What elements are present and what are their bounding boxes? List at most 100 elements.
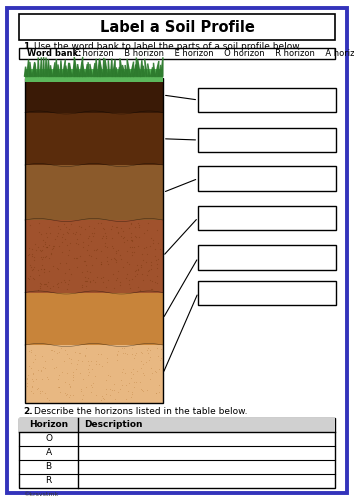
Point [104, 242, 109, 250]
Point [118, 252, 123, 260]
Point [46, 254, 52, 262]
Point [123, 396, 129, 404]
Point [37, 246, 43, 254]
Point [26, 347, 32, 355]
Point [128, 368, 133, 376]
Point [32, 356, 38, 364]
Point [104, 252, 109, 260]
Point [116, 266, 121, 274]
Point [90, 232, 96, 240]
Point [67, 382, 73, 390]
Point [129, 275, 135, 283]
Point [65, 240, 70, 248]
Point [36, 220, 41, 228]
Point [51, 364, 57, 372]
Bar [25, 165, 163, 220]
Point [158, 344, 164, 352]
Polygon shape [110, 58, 113, 76]
Point [31, 256, 36, 264]
Point [45, 278, 51, 286]
Point [98, 396, 104, 404]
Point [119, 368, 125, 376]
Point [132, 243, 137, 251]
Point [129, 388, 135, 396]
Point [140, 369, 146, 377]
Point [82, 352, 87, 360]
Point [87, 277, 92, 285]
Point [88, 380, 93, 388]
Point [33, 374, 39, 382]
Point [74, 254, 79, 262]
Point [115, 246, 121, 254]
Point [80, 376, 86, 384]
Point [40, 242, 46, 250]
Polygon shape [127, 59, 131, 76]
Point [82, 272, 87, 280]
Point [59, 238, 65, 246]
Point [121, 365, 126, 373]
Point [29, 364, 34, 372]
Polygon shape [88, 62, 90, 76]
Point [101, 395, 107, 403]
Point [93, 254, 99, 262]
Point [114, 274, 120, 281]
Point [73, 366, 79, 374]
Point [91, 224, 97, 232]
Point [27, 272, 33, 280]
Point [43, 252, 49, 260]
Polygon shape [159, 65, 161, 76]
Point [115, 230, 121, 237]
Point [129, 390, 135, 398]
Point [155, 352, 161, 360]
Point [29, 245, 35, 253]
Polygon shape [148, 64, 150, 76]
Point [99, 234, 104, 241]
Point [121, 238, 126, 246]
Point [86, 232, 92, 239]
Point [144, 272, 150, 280]
Point [46, 267, 52, 275]
Point [105, 372, 110, 380]
Point [122, 370, 128, 378]
Bar [198, 246, 336, 270]
Polygon shape [63, 60, 65, 76]
Bar [25, 78, 163, 402]
Point [67, 394, 72, 402]
Point [46, 375, 51, 383]
Point [141, 276, 146, 284]
Point [46, 396, 52, 404]
Point [39, 367, 44, 375]
Polygon shape [69, 63, 72, 76]
Point [62, 276, 67, 284]
Point [112, 254, 117, 262]
Point [98, 258, 104, 266]
Point [90, 261, 95, 269]
Point [144, 250, 149, 258]
Point [133, 348, 139, 356]
Point [115, 388, 120, 396]
Point [85, 357, 91, 365]
Point [145, 350, 151, 358]
Text: O: O [45, 434, 52, 443]
Point [52, 346, 57, 354]
Point [146, 356, 152, 364]
Polygon shape [125, 65, 128, 76]
Bar [25, 112, 163, 165]
Point [38, 284, 43, 292]
Point [25, 370, 31, 378]
Point [77, 369, 83, 377]
Point [44, 280, 49, 288]
Point [30, 250, 35, 258]
Point [39, 366, 44, 374]
Point [136, 222, 141, 230]
Point [76, 350, 82, 358]
Point [51, 242, 57, 250]
Point [44, 243, 50, 251]
Point [58, 278, 64, 286]
Point [64, 285, 70, 293]
Point [107, 391, 113, 399]
Point [138, 262, 144, 270]
Point [55, 350, 60, 358]
Point [93, 391, 98, 399]
Point [38, 388, 43, 396]
